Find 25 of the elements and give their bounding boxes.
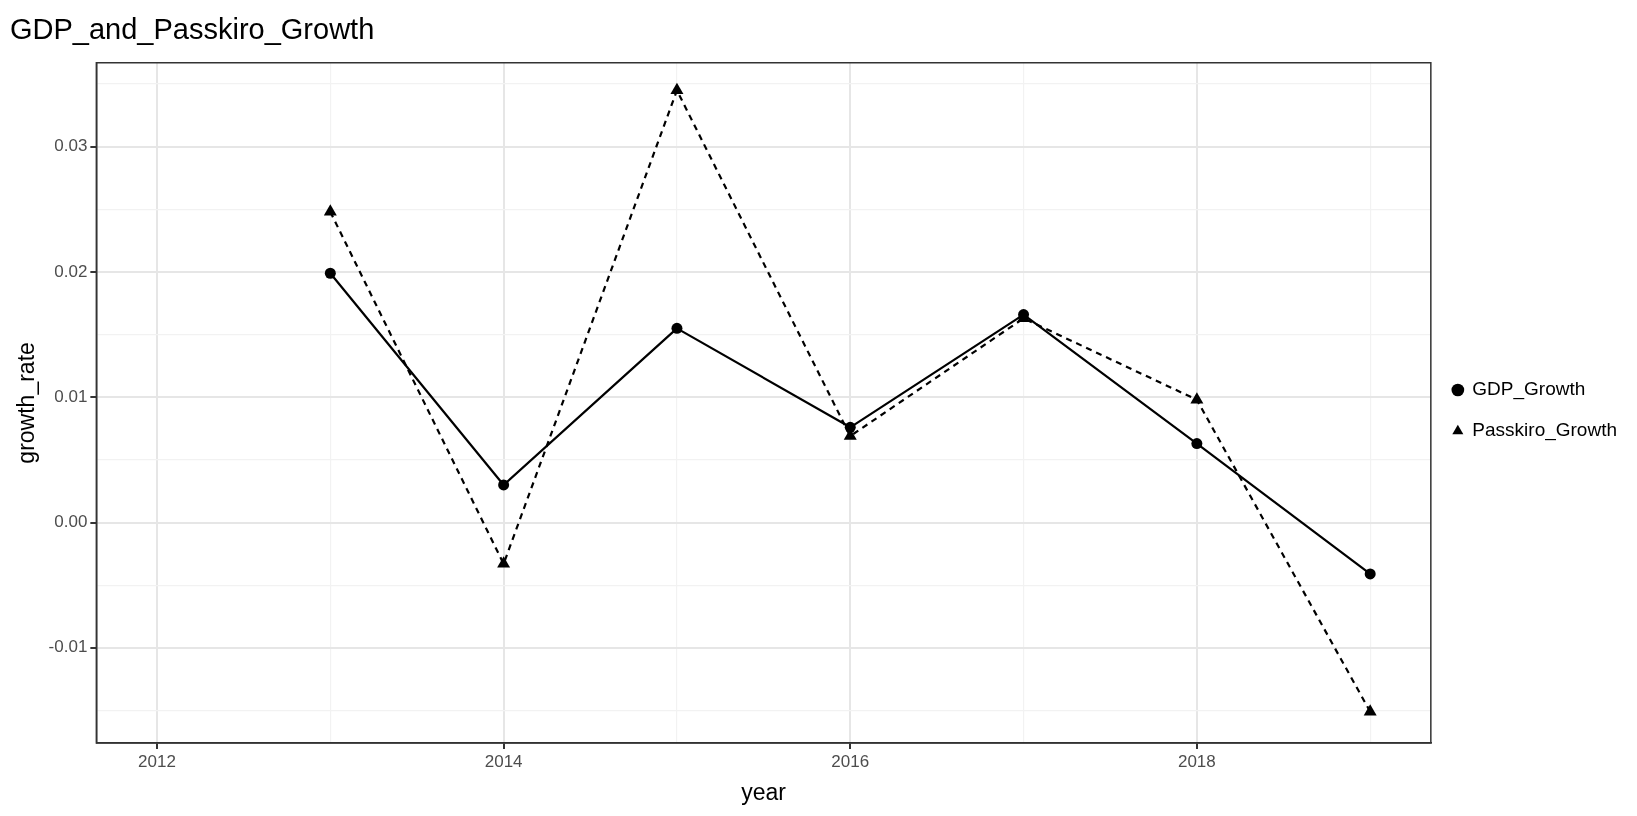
legend-label: GDP_Growth xyxy=(1472,378,1586,401)
point xyxy=(670,82,684,95)
point xyxy=(324,267,336,279)
point xyxy=(1363,704,1377,716)
point xyxy=(844,421,856,433)
point xyxy=(1190,392,1204,404)
y-tick-label: -0.01 xyxy=(48,637,88,657)
point xyxy=(1191,438,1203,450)
y-tick-label: 0.00 xyxy=(54,512,88,532)
x-tick-label: 2012 xyxy=(138,751,176,771)
x-tick-label: 2014 xyxy=(484,751,523,771)
y-tick-label: 0.01 xyxy=(54,386,88,406)
x-tick-label: 2016 xyxy=(831,751,870,771)
x-axis-title: year xyxy=(741,778,787,805)
point xyxy=(671,322,683,334)
y-axis-title: growth_rate xyxy=(13,342,40,464)
x-tick-label: 2018 xyxy=(1177,751,1216,771)
point xyxy=(323,204,337,216)
chart-title: GDP_and_Passkiro_Growth xyxy=(10,13,375,46)
y-tick-label: 0.03 xyxy=(54,136,88,156)
point xyxy=(497,556,511,568)
point xyxy=(498,479,510,491)
point xyxy=(1364,568,1376,580)
y-tick-label: 0.02 xyxy=(54,261,88,281)
legend-label: Passkiro_Growth xyxy=(1472,419,1618,442)
